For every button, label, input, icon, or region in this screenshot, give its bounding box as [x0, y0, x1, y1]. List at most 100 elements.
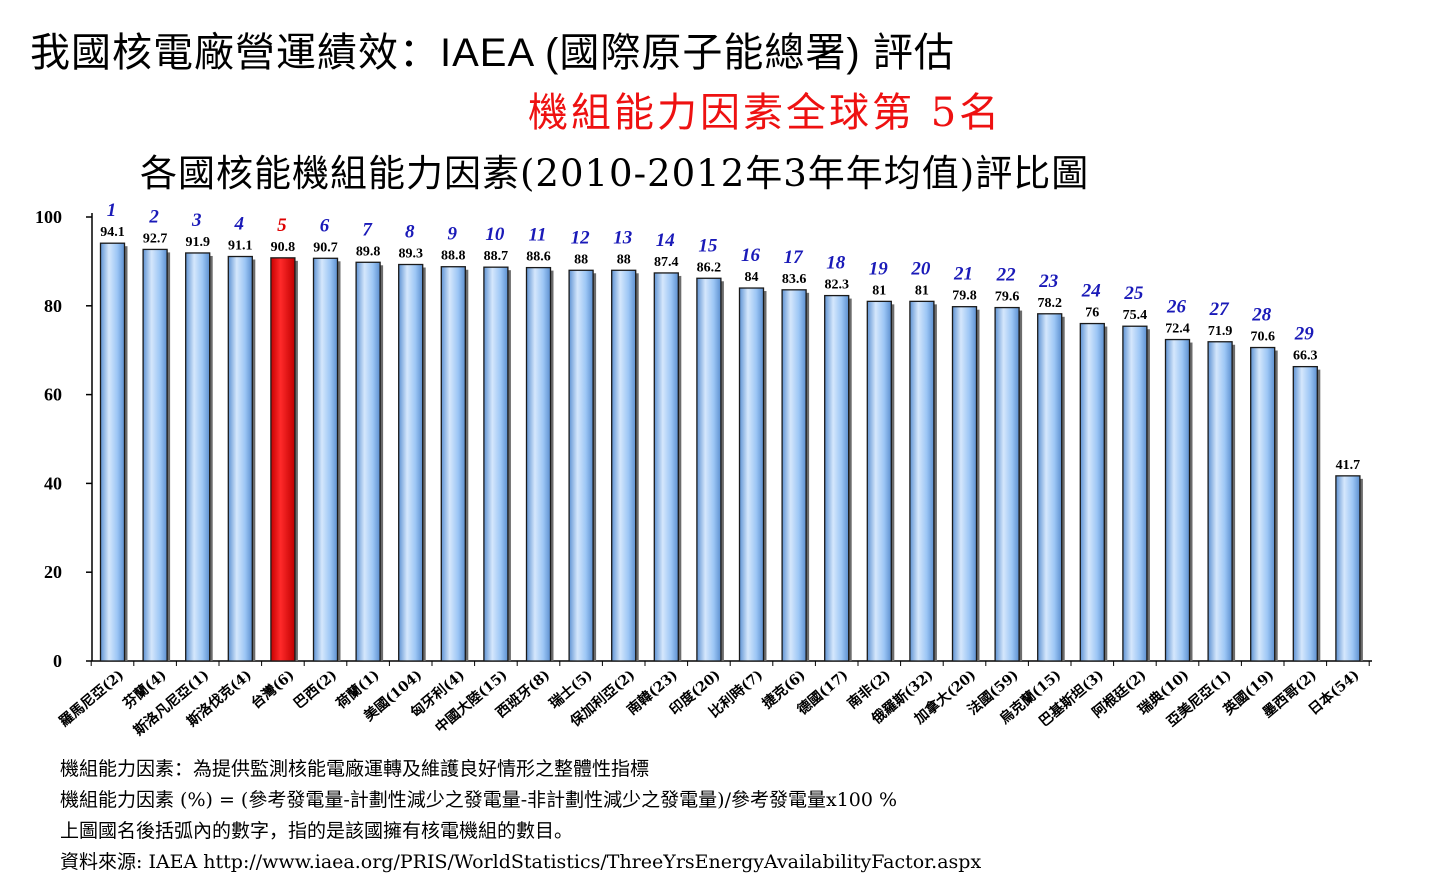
value-label: 88: [574, 252, 588, 267]
rank-label: 25: [1123, 283, 1144, 304]
bar-10: [483, 266, 509, 662]
bar-19: [866, 300, 892, 662]
y-tick-label: 0: [53, 651, 62, 671]
rank-label: 5: [277, 215, 287, 236]
rank-label: 16: [741, 245, 761, 266]
y-tick-label: 80: [44, 296, 62, 316]
value-label: 89.8: [356, 244, 381, 259]
bar-20: [909, 300, 935, 662]
bar-3: [185, 252, 211, 662]
rank-label: 23: [1038, 271, 1058, 292]
rank-label: 12: [571, 227, 591, 248]
rank-label: 27: [1209, 299, 1231, 320]
bar-22: [994, 306, 1020, 662]
value-label: 88.6: [526, 250, 551, 265]
bar-1: [99, 242, 126, 662]
rank-label: 18: [826, 253, 846, 274]
y-tick-label: 20: [44, 562, 62, 582]
bars-layer: [99, 242, 1363, 662]
value-label: 82.3: [824, 278, 849, 293]
bar-7: [355, 261, 381, 662]
value-label: 70.6: [1250, 330, 1275, 345]
value-label: 90.8: [271, 240, 296, 255]
value-label: 89.3: [398, 247, 423, 262]
category-label: 中國大陸(15): [432, 666, 511, 736]
rank-label: 2: [148, 206, 159, 227]
category-label: 巴西(2): [291, 667, 340, 712]
footnotes: 機組能力因素：為提供監測核能電廠運轉及維護良好情形之整體性指標 機組能力因素 (…: [60, 754, 981, 878]
value-label: 41.7: [1336, 458, 1361, 473]
footnote-source: 資料來源: IAEA http://www.iaea.org/PRIS/Worl…: [60, 851, 982, 873]
rank-label: 17: [784, 247, 805, 268]
rank-label: 28: [1251, 305, 1272, 326]
value-label: 71.9: [1208, 324, 1233, 339]
bar-12: [568, 269, 594, 662]
value-label: 92.7: [143, 231, 168, 246]
value-label: 78.2: [1037, 296, 1062, 311]
y-tick-label: 100: [35, 207, 62, 227]
bar-8: [398, 263, 424, 662]
rank-label: 19: [869, 258, 889, 279]
bar-27: [1207, 341, 1233, 662]
rank-label: 29: [1294, 324, 1315, 345]
title-part-5: 評估: [872, 30, 955, 76]
bar-30: [1335, 475, 1361, 662]
title-part-3: 國際原子能總署: [559, 30, 847, 76]
value-label: 83.6: [782, 272, 807, 287]
value-label: 91.1: [228, 239, 253, 254]
rank-label: 21: [953, 264, 973, 285]
rank-label: 10: [485, 224, 505, 245]
value-label: 91.9: [185, 235, 210, 250]
rank-label: 7: [362, 219, 373, 240]
value-label: 84: [745, 270, 759, 285]
rank-label: 3: [191, 210, 202, 231]
rank-label: 9: [448, 224, 458, 245]
y-tick-label: 60: [44, 385, 62, 405]
bar-14: [653, 272, 679, 662]
value-label: 81: [872, 283, 886, 298]
rank-label: 14: [656, 230, 675, 251]
category-label: 羅馬尼亞(2): [56, 667, 127, 730]
footnote-unit-count: 上圖國名後括弧內的數字，指的是該國擁有核電機組的數目。: [60, 820, 574, 842]
bar-25: [1122, 325, 1148, 662]
rank-label: 4: [234, 214, 245, 235]
bar-17: [781, 289, 807, 662]
bar-28: [1250, 346, 1276, 662]
bar-26: [1164, 338, 1191, 662]
bar-15: [696, 277, 722, 662]
axes: 0 20 40 60 80 100: [35, 207, 1372, 671]
value-label: 88: [617, 252, 631, 267]
rank-label: 15: [698, 235, 718, 256]
bar-16: [738, 287, 765, 662]
highlight-subtitle: 機組能力因素全球第 5名: [528, 90, 1003, 136]
rank-label: 8: [405, 222, 415, 243]
title-part-4: ): [846, 31, 873, 75]
rank-label: 6: [320, 215, 330, 236]
bar-11: [525, 266, 552, 662]
value-label: 90.7: [313, 240, 338, 255]
rank-label: 24: [1081, 281, 1101, 302]
y-tick-label: 40: [44, 473, 62, 493]
value-label: 88.7: [484, 249, 509, 264]
bar-6: [312, 257, 339, 662]
bar-13: [611, 269, 637, 662]
category-label: 斯洛凡尼亞(1): [130, 666, 212, 739]
bar-29: [1292, 365, 1318, 662]
rank-label: 1: [107, 200, 117, 221]
bar-21: [951, 306, 978, 662]
bar-5: [270, 257, 296, 662]
bar-9: [440, 266, 466, 662]
title-part-2: IAEA (: [440, 31, 560, 75]
chart-title: 各國核能機組能力因素(2010-2012年3年年均值)評比圖: [140, 152, 1090, 195]
title-part-1: 我國核電廠營運績效：: [30, 30, 440, 76]
rank-label: 22: [996, 265, 1017, 286]
bar-2: [142, 248, 168, 662]
footnote-definition: 機組能力因素：為提供監測核能電廠運轉及維護良好情形之整體性指標: [60, 758, 650, 780]
rank-label: 20: [910, 258, 931, 279]
value-label: 88.8: [441, 249, 466, 264]
bar-4: [227, 255, 253, 662]
bar-18: [824, 294, 850, 662]
value-label: 72.4: [1165, 322, 1190, 337]
rank-label: 26: [1166, 297, 1187, 318]
